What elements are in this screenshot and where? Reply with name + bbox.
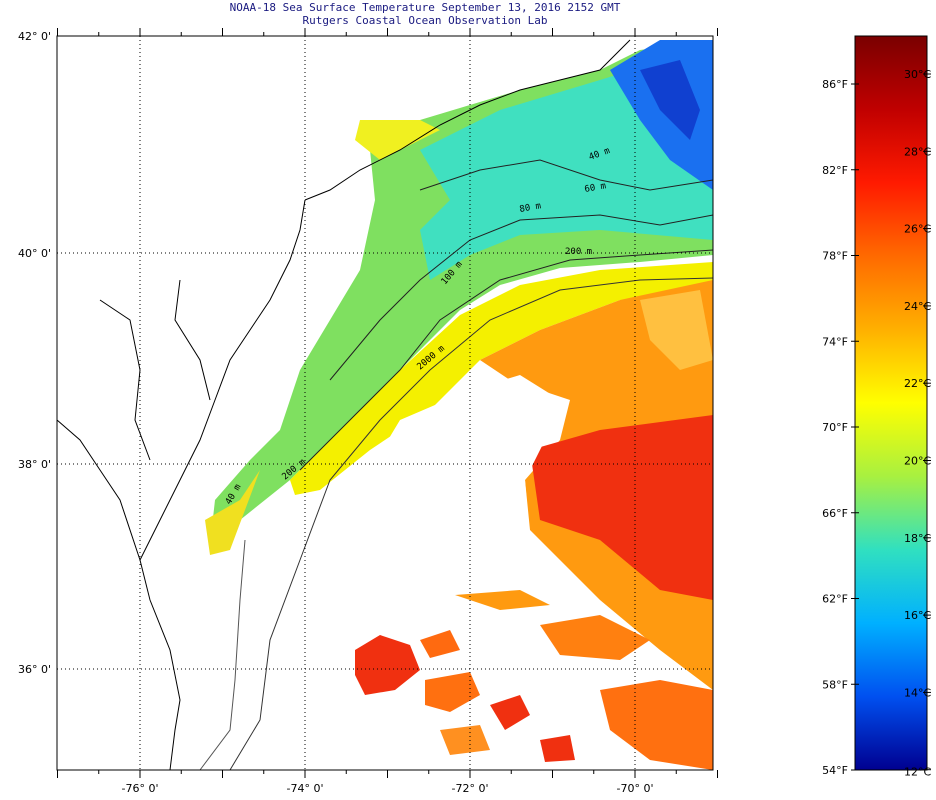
coastline <box>56 39 714 771</box>
lon-label: -74° 0' <box>287 782 324 795</box>
celsius-label: 18°C <box>904 532 931 545</box>
celsius-label: 22°C <box>904 377 931 390</box>
cold-water-blue <box>610 40 713 190</box>
colorbar-scale <box>854 35 928 771</box>
warm-patch <box>440 725 490 755</box>
coastal-yellow-south <box>205 470 260 555</box>
lon-label: -76° 0' <box>122 782 159 795</box>
celsius-label: 26°C <box>904 223 931 236</box>
warm-eddy-lightorange <box>640 290 713 370</box>
fahrenheit-label: 86°F <box>822 78 848 91</box>
coastal-yellow <box>355 120 440 160</box>
celsius-label: 28°C <box>904 145 931 158</box>
lon-label: -72° 0' <box>452 782 489 795</box>
lat-label: 38° 0' <box>18 458 51 471</box>
celsius-label: 14°C <box>904 686 931 699</box>
warm-patch <box>540 615 650 660</box>
celsius-label: 16°C <box>904 609 931 622</box>
lat-label: 42° 0' <box>18 30 51 43</box>
gulf-stream-red <box>530 415 713 600</box>
lat-label: 36° 0' <box>18 663 51 676</box>
lat-label: 40° 0' <box>18 247 51 260</box>
colorbar: 86°F 82°F 78°F 74°F 70°F 66°F 62°F 58°F 54°F 30°C… <box>822 35 931 779</box>
slope-water-yellow <box>290 262 713 495</box>
warm-patch <box>540 735 575 762</box>
fahrenheit-label: 54°F <box>822 764 848 777</box>
warm-patch <box>600 680 713 770</box>
fahrenheit-label: 66°F <box>822 507 848 520</box>
sst-field <box>205 40 713 770</box>
warm-patch <box>490 695 530 730</box>
cloud-mask <box>370 375 560 600</box>
map-title: NOAA-18 Sea Surface Temperature Septembe… <box>229 1 621 14</box>
celsius-label: 30°C <box>904 68 931 81</box>
contour-label: 60 m <box>584 181 607 195</box>
fahrenheit-label: 58°F <box>822 678 848 691</box>
fahrenheit-label: 78°F <box>822 250 848 263</box>
map-subtitle: Rutgers Coastal Ocean Observation Lab <box>302 14 548 27</box>
warm-patch <box>420 630 460 658</box>
warm-patch <box>425 672 480 712</box>
warm-patch <box>455 590 550 610</box>
celsius-label: 24°C <box>904 300 931 313</box>
cold-core-darkblue <box>640 60 700 140</box>
warm-patch <box>355 635 420 695</box>
contour-label: 200 m <box>565 247 592 257</box>
fahrenheit-label: 62°F <box>822 593 848 606</box>
contour-label: 80 m <box>519 201 542 215</box>
fahrenheit-label: 70°F <box>822 421 848 434</box>
fahrenheit-label: 74°F <box>822 335 848 348</box>
map-frame: 42° 0' 40° 0' 38° 0' 36° 0' -76° 0' -74° 0' -7… <box>18 28 718 795</box>
fahrenheit-label: 82°F <box>822 164 848 177</box>
celsius-label: 20°C <box>904 455 931 468</box>
celsius-label: 12°C <box>904 766 931 779</box>
lon-label: -70° 0' <box>617 782 654 795</box>
